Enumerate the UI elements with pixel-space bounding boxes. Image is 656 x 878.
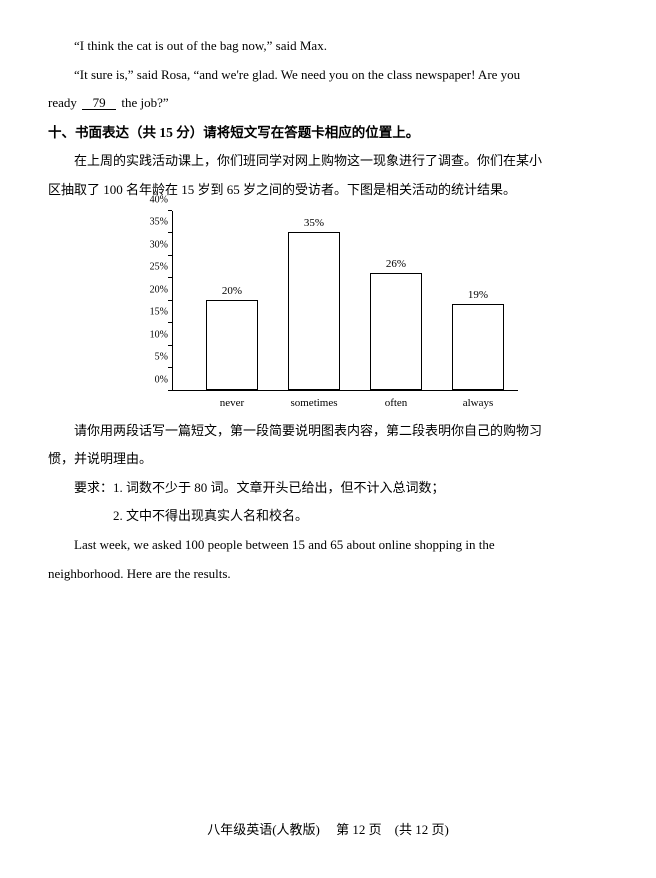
bar-value-label: 19% xyxy=(468,289,488,301)
requirements: 要求：1. 词数不少于 80 词。文章开头已给出，但不计入总词数； xyxy=(48,474,608,503)
y-tick-label: 30% xyxy=(150,239,168,250)
task-line-2: 惯，并说明理由。 xyxy=(48,445,608,474)
x-tick-label: never xyxy=(220,397,244,409)
text-ready: ready xyxy=(48,95,77,110)
section-heading: 十、书面表达（共 15 分）请将短文写在答题卡相应的位置上。 xyxy=(48,118,608,148)
chart-container: 0%5%10%15%20%25%30%35%40%20%never35%some… xyxy=(48,211,608,411)
y-tick xyxy=(168,255,172,256)
y-tick-label: 20% xyxy=(150,284,168,295)
y-tick-label: 0% xyxy=(155,374,168,385)
y-tick xyxy=(168,277,172,278)
y-tick-label: 5% xyxy=(155,352,168,363)
req-1: 1. 词数不少于 80 词。文章开头已给出，但不计入总词数； xyxy=(113,480,445,495)
y-tick xyxy=(168,390,172,391)
dialogue-line-2b: ready 79 the job?” xyxy=(48,89,608,118)
y-tick-label: 15% xyxy=(150,307,168,318)
y-tick-label: 40% xyxy=(150,194,168,205)
bar-sometimes xyxy=(288,232,340,390)
bar-always xyxy=(452,304,504,390)
blank-79: 79 xyxy=(82,96,116,110)
bar-value-label: 26% xyxy=(386,258,406,270)
page-content: “I think the cat is out of the bag now,”… xyxy=(0,0,656,588)
task-line-1: 请你用两段话写一篇短文，第一段简要说明图表内容，第二段表明你自己的购物习 xyxy=(48,417,608,446)
dialogue-line-1: “I think the cat is out of the bag now,”… xyxy=(48,32,608,61)
y-tick xyxy=(168,345,172,346)
y-tick-label: 35% xyxy=(150,217,168,228)
y-tick-label: 10% xyxy=(150,329,168,340)
dialogue-line-2a: “It sure is,” said Rosa, “and we're glad… xyxy=(48,61,608,90)
starter-line-2: neighborhood. Here are the results. xyxy=(48,560,608,589)
bar-never xyxy=(206,300,258,390)
y-axis xyxy=(172,211,173,391)
intro-line-2: 区抽取了 100 名年龄在 15 岁到 65 岁之间的受访者。下图是相关活动的统… xyxy=(48,176,608,205)
x-tick-label: always xyxy=(463,397,494,409)
starter-line-1: Last week, we asked 100 people between 1… xyxy=(48,531,608,560)
intro-line-1: 在上周的实践活动课上，你们班同学对网上购物这一现象进行了调查。你们在某小 xyxy=(48,147,608,176)
x-axis xyxy=(172,390,518,391)
y-tick xyxy=(168,232,172,233)
req-label: 要求： xyxy=(74,480,113,495)
page-footer: 八年级英语(人教版) 第 12 页 (共 12 页) xyxy=(0,819,656,838)
bar-chart: 0%5%10%15%20%25%30%35%40%20%never35%some… xyxy=(138,211,518,411)
y-tick xyxy=(168,322,172,323)
req-2: 2. 文中不得出现真实人名和校名。 xyxy=(48,502,608,531)
y-tick xyxy=(168,210,172,211)
bar-value-label: 35% xyxy=(304,217,324,229)
y-tick xyxy=(168,300,172,301)
text-job: the job?” xyxy=(121,95,168,110)
y-tick-label: 25% xyxy=(150,262,168,273)
x-tick-label: sometimes xyxy=(290,397,337,409)
y-tick xyxy=(168,367,172,368)
bar-value-label: 20% xyxy=(222,285,242,297)
x-tick-label: often xyxy=(385,397,408,409)
bar-often xyxy=(370,273,422,390)
